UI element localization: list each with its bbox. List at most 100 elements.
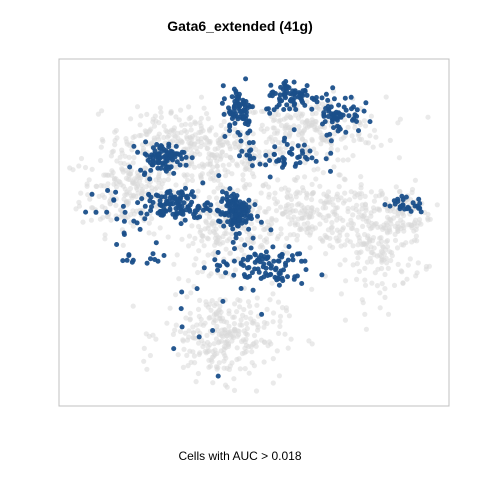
highlighted-cell-point bbox=[147, 198, 153, 204]
background-cell-point bbox=[130, 223, 136, 229]
highlighted-cell-point bbox=[273, 265, 279, 271]
background-cell-point bbox=[215, 201, 221, 207]
background-cell-point bbox=[301, 221, 307, 227]
background-cell-point bbox=[180, 364, 186, 370]
highlighted-cell-point bbox=[208, 202, 214, 208]
background-cell-point bbox=[224, 384, 230, 390]
background-cell-point bbox=[198, 321, 204, 327]
highlighted-cell-point bbox=[279, 252, 285, 258]
background-cell-point bbox=[288, 196, 295, 202]
background-cell-point bbox=[367, 255, 373, 261]
highlighted-cell-point bbox=[261, 254, 267, 260]
highlighted-cell-point bbox=[135, 200, 141, 206]
background-cell-point bbox=[248, 221, 254, 227]
highlighted-cell-point bbox=[416, 205, 422, 211]
background-cell-point bbox=[334, 191, 340, 197]
background-cell-point bbox=[250, 341, 256, 347]
highlighted-cell-point bbox=[157, 208, 163, 214]
highlighted-cell-point bbox=[150, 145, 156, 151]
background-cell-point bbox=[179, 236, 185, 242]
highlighted-cell-point bbox=[189, 189, 195, 195]
background-cell-point bbox=[123, 167, 129, 173]
background-cell-point bbox=[362, 282, 369, 288]
highlighted-cell-point bbox=[138, 210, 144, 216]
highlighted-cell-point bbox=[122, 209, 128, 215]
highlighted-cell-point bbox=[83, 209, 89, 215]
background-cell-point bbox=[182, 182, 188, 188]
background-cell-point bbox=[374, 206, 381, 212]
background-cell-point bbox=[272, 190, 278, 196]
highlighted-cell-point bbox=[220, 189, 225, 195]
highlighted-cell-point bbox=[292, 163, 298, 169]
background-cell-point bbox=[358, 249, 364, 255]
background-cell-point bbox=[248, 316, 254, 322]
highlighted-cell-point bbox=[178, 306, 184, 312]
background-cell-point bbox=[268, 134, 274, 140]
background-cell-point bbox=[334, 217, 340, 223]
background-cell-point bbox=[205, 225, 211, 231]
highlighted-cell-point bbox=[235, 116, 241, 122]
background-cell-point bbox=[270, 380, 276, 386]
highlighted-cell-point bbox=[263, 152, 269, 158]
highlighted-cell-point bbox=[351, 104, 356, 110]
highlighted-cell-point bbox=[276, 158, 282, 164]
highlighted-cell-point bbox=[207, 208, 213, 213]
background-cell-point bbox=[78, 190, 84, 196]
highlighted-cell-point bbox=[179, 156, 185, 162]
highlighted-cell-point bbox=[238, 138, 244, 144]
background-cell-point bbox=[273, 201, 279, 207]
background-cell-point bbox=[206, 194, 212, 201]
background-cell-point bbox=[221, 118, 227, 125]
background-cell-point bbox=[179, 122, 185, 128]
background-cell-point bbox=[219, 327, 225, 333]
background-cell-point bbox=[395, 261, 401, 267]
background-cell-point bbox=[173, 292, 179, 298]
background-cell-point bbox=[242, 350, 248, 356]
background-cell-point bbox=[317, 221, 323, 227]
background-cell-point bbox=[143, 331, 149, 337]
background-cell-point bbox=[197, 297, 203, 303]
highlighted-cell-point bbox=[221, 259, 227, 265]
highlighted-cell-point bbox=[313, 95, 319, 100]
background-cell-point bbox=[309, 181, 315, 187]
highlighted-cell-point bbox=[412, 203, 418, 209]
background-cell-point bbox=[279, 305, 286, 311]
highlighted-cell-point bbox=[229, 208, 235, 214]
background-cell-point bbox=[315, 166, 321, 172]
background-cell-point bbox=[182, 173, 188, 179]
background-cell-point bbox=[207, 161, 213, 167]
highlighted-cell-point bbox=[163, 201, 169, 207]
background-cell-point bbox=[114, 158, 120, 164]
highlighted-cell-point bbox=[302, 258, 308, 264]
background-cell-point bbox=[367, 133, 373, 139]
highlighted-cell-point bbox=[227, 186, 233, 192]
background-cell-point bbox=[237, 366, 243, 372]
highlighted-cell-point bbox=[216, 218, 222, 224]
highlighted-cell-point bbox=[191, 194, 197, 200]
background-cell-point bbox=[263, 139, 269, 145]
highlighted-cell-point bbox=[268, 82, 274, 88]
background-cell-point bbox=[142, 165, 148, 171]
highlighted-cell-point bbox=[181, 200, 187, 206]
highlighted-cell-point bbox=[281, 138, 287, 144]
background-cell-point bbox=[218, 122, 224, 129]
background-cell-point bbox=[287, 207, 293, 213]
background-cell-point bbox=[381, 257, 387, 263]
background-cell-point bbox=[210, 175, 216, 181]
background-cell-point bbox=[293, 194, 299, 200]
background-cell-point bbox=[342, 145, 349, 151]
background-cell-point bbox=[323, 199, 329, 205]
background-cell-point bbox=[138, 132, 144, 138]
background-cell-point bbox=[303, 195, 310, 201]
background-cell-point bbox=[338, 291, 344, 297]
background-cell-point bbox=[374, 283, 380, 289]
highlighted-cell-point bbox=[223, 190, 229, 196]
highlighted-cell-point bbox=[153, 240, 159, 246]
highlighted-cell-point bbox=[179, 324, 185, 330]
background-cell-point bbox=[174, 252, 180, 258]
background-cell-point bbox=[397, 188, 403, 195]
background-cell-point bbox=[117, 154, 123, 160]
background-cell-point bbox=[204, 111, 210, 117]
background-cell-point bbox=[236, 356, 242, 362]
highlighted-cell-point bbox=[150, 251, 156, 257]
